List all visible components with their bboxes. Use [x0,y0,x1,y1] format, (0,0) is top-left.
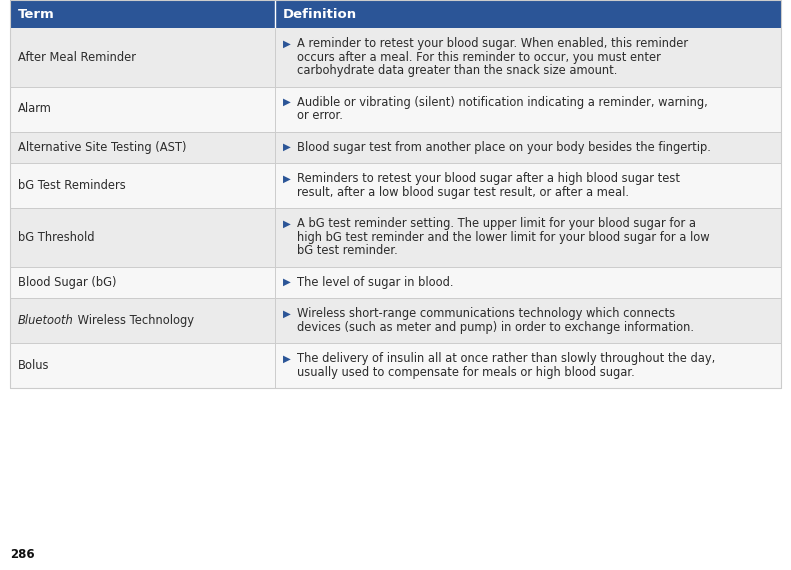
Bar [10,267,781,298]
Bar [10,163,781,208]
Text: Bolus: Bolus [18,359,50,372]
Text: After Meal Reminder: After Meal Reminder [18,51,136,64]
Text: bG Threshold: bG Threshold [18,231,94,244]
Text: carbohydrate data greater than the snack size amount.: carbohydrate data greater than the snack… [297,64,617,78]
Text: Alternative Site Testing (AST): Alternative Site Testing (AST) [18,141,187,154]
Bar [10,87,781,132]
Text: Audible or vibrating (silent) notification indicating a reminder, warning,: Audible or vibrating (silent) notificati… [297,96,708,109]
Text: or error.: or error. [297,109,343,122]
Text: The delivery of insulin all at once rather than slowly throughout the day,: The delivery of insulin all at once rath… [297,352,715,365]
Text: result, after a low blood sugar test result, or after a meal.: result, after a low blood sugar test res… [297,186,629,199]
Text: Blood Sugar (bG): Blood Sugar (bG) [18,276,116,289]
Text: ▶: ▶ [283,174,291,184]
Text: Definition: Definition [283,7,357,21]
Text: occurs after a meal. For this reminder to occur, you must enter: occurs after a meal. For this reminder t… [297,51,660,64]
Text: Wireless short-range communications technology which connects: Wireless short-range communications tech… [297,307,676,320]
Text: usually used to compensate for meals or high blood sugar.: usually used to compensate for meals or … [297,366,634,378]
Text: bG Test Reminders: bG Test Reminders [18,179,126,192]
Text: ▶: ▶ [283,277,291,287]
Text: Blood sugar test from another place on your body besides the fingertip.: Blood sugar test from another place on y… [297,141,711,154]
Bar [10,28,781,87]
Text: ▶: ▶ [283,354,291,364]
Text: ▶: ▶ [283,142,291,152]
Text: devices (such as meter and pump) in order to exchange information.: devices (such as meter and pump) in orde… [297,321,694,334]
Text: 286: 286 [10,548,35,561]
Text: Bluetooth: Bluetooth [18,314,74,327]
Text: Reminders to retest your blood sugar after a high blood sugar test: Reminders to retest your blood sugar aft… [297,172,680,185]
Bar [10,0,781,388]
Text: Alarm: Alarm [18,103,52,116]
Text: A reminder to retest your blood sugar. When enabled, this reminder: A reminder to retest your blood sugar. W… [297,37,688,50]
Bar [10,132,781,163]
Bar [10,298,781,343]
Text: Term: Term [18,7,55,21]
Text: ▶: ▶ [283,219,291,229]
Bar [10,343,781,388]
Text: bG test reminder.: bG test reminder. [297,245,398,257]
Bar [10,208,781,267]
Text: ▶: ▶ [283,39,291,49]
Text: A bG test reminder setting. The upper limit for your blood sugar for a: A bG test reminder setting. The upper li… [297,217,696,230]
Bar [10,0,781,28]
Text: ▶: ▶ [283,97,291,107]
Text: ▶: ▶ [283,309,291,319]
Text: The level of sugar in blood.: The level of sugar in blood. [297,276,453,289]
Text: high bG test reminder and the lower limit for your blood sugar for a low: high bG test reminder and the lower limi… [297,231,710,244]
Text: Wireless Technology: Wireless Technology [74,314,194,327]
